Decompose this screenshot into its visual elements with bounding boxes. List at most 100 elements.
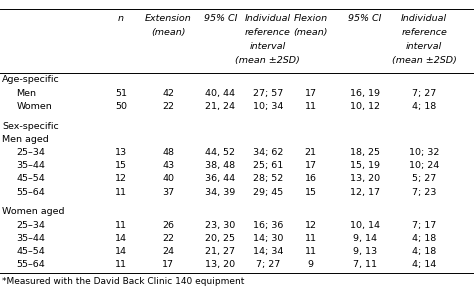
Text: 13, 20: 13, 20 [205,260,236,269]
Text: Extension: Extension [145,14,191,23]
Text: 26: 26 [162,221,174,229]
Text: 18, 25: 18, 25 [350,148,380,157]
Text: 13: 13 [115,148,127,157]
Text: 34, 39: 34, 39 [205,187,236,197]
Text: 25–34: 25–34 [17,221,46,229]
Text: 22: 22 [162,102,174,111]
Text: 7; 27: 7; 27 [255,260,280,269]
Text: 16; 36: 16; 36 [253,221,283,229]
Text: 22: 22 [162,234,174,243]
Text: 11: 11 [115,260,127,269]
Text: 20, 25: 20, 25 [205,234,236,243]
Text: Women aged: Women aged [2,207,65,216]
Text: 12: 12 [115,174,127,183]
Text: 36, 44: 36, 44 [205,174,236,183]
Text: interval: interval [406,42,442,51]
Text: 21: 21 [304,148,317,157]
Text: 45–54: 45–54 [17,247,46,256]
Text: 14; 30: 14; 30 [253,234,283,243]
Text: Individual: Individual [245,14,291,23]
Text: interval: interval [250,42,286,51]
Text: 14: 14 [115,247,127,256]
Text: 48: 48 [162,148,174,157]
Text: 17: 17 [304,89,317,98]
Text: 10; 32: 10; 32 [409,148,439,157]
Text: 4; 18: 4; 18 [412,247,437,256]
Text: 35–44: 35–44 [17,234,46,243]
Text: *Measured with the David Back Clinic 140 equipment: *Measured with the David Back Clinic 140… [2,277,245,286]
Text: (mean): (mean) [293,28,328,37]
Text: 12, 17: 12, 17 [350,187,380,197]
Text: 44, 52: 44, 52 [205,148,236,157]
Text: (mean): (mean) [151,28,185,37]
Text: (mean ±2SD): (mean ±2SD) [236,56,300,65]
Text: 11: 11 [304,102,317,111]
Text: Women: Women [17,102,52,111]
Text: Age-specific: Age-specific [2,75,60,84]
Text: 11: 11 [304,247,317,256]
Text: n: n [118,14,124,23]
Text: 10, 12: 10, 12 [350,102,380,111]
Text: 16, 19: 16, 19 [350,89,380,98]
Text: 7, 11: 7, 11 [353,260,377,269]
Text: 24: 24 [162,247,174,256]
Text: 10; 34: 10; 34 [253,102,283,111]
Text: 16: 16 [304,174,317,183]
Text: 12: 12 [304,221,317,229]
Text: 17: 17 [162,260,174,269]
Text: 7; 27: 7; 27 [412,89,437,98]
Text: 13, 20: 13, 20 [350,174,380,183]
Text: (mean ±2SD): (mean ±2SD) [392,56,456,65]
Text: Flexion: Flexion [293,14,328,23]
Text: 9, 14: 9, 14 [353,234,377,243]
Text: Sex-specific: Sex-specific [2,122,59,131]
Text: 5; 27: 5; 27 [412,174,437,183]
Text: 55–64: 55–64 [17,187,46,197]
Text: 15: 15 [115,161,127,170]
Text: 37: 37 [162,187,174,197]
Text: 7; 23: 7; 23 [412,187,437,197]
Text: 21, 24: 21, 24 [205,102,236,111]
Text: 9, 13: 9, 13 [353,247,377,256]
Text: 15: 15 [304,187,317,197]
Text: 45–54: 45–54 [17,174,46,183]
Text: 28; 52: 28; 52 [253,174,283,183]
Text: 35–44: 35–44 [17,161,46,170]
Text: 11: 11 [115,187,127,197]
Text: reference: reference [245,28,291,37]
Text: Men: Men [17,89,36,98]
Text: 40: 40 [162,174,174,183]
Text: 11: 11 [304,234,317,243]
Text: 14; 34: 14; 34 [253,247,283,256]
Text: 55–64: 55–64 [17,260,46,269]
Text: 23, 30: 23, 30 [205,221,236,229]
Text: 10; 24: 10; 24 [409,161,439,170]
Text: 50: 50 [115,102,127,111]
Text: 4; 14: 4; 14 [412,260,437,269]
Text: 11: 11 [115,221,127,229]
Text: 4; 18: 4; 18 [412,102,437,111]
Text: 25; 61: 25; 61 [253,161,283,170]
Text: Men aged: Men aged [2,135,49,144]
Text: 34; 62: 34; 62 [253,148,283,157]
Text: 21, 27: 21, 27 [205,247,236,256]
Text: 38, 48: 38, 48 [205,161,236,170]
Text: Individual: Individual [401,14,447,23]
Text: 4; 18: 4; 18 [412,234,437,243]
Text: 43: 43 [162,161,174,170]
Text: 42: 42 [162,89,174,98]
Text: 29; 45: 29; 45 [253,187,283,197]
Text: reference: reference [401,28,447,37]
Text: 17: 17 [304,161,317,170]
Text: 7; 17: 7; 17 [412,221,437,229]
Text: 10, 14: 10, 14 [350,221,380,229]
Text: 40, 44: 40, 44 [205,89,236,98]
Text: 15, 19: 15, 19 [350,161,380,170]
Text: 14: 14 [115,234,127,243]
Text: 27; 57: 27; 57 [253,89,283,98]
Text: 95% CI: 95% CI [204,14,237,23]
Text: 9: 9 [308,260,313,269]
Text: 25–34: 25–34 [17,148,46,157]
Text: 95% CI: 95% CI [348,14,382,23]
Text: 51: 51 [115,89,127,98]
